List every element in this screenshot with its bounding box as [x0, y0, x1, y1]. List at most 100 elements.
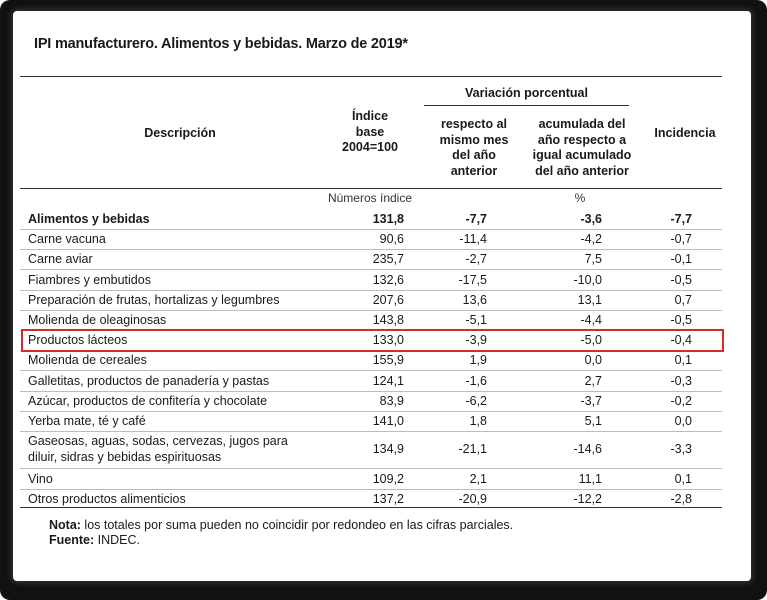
row-variation-cumulative: 11,1: [578, 472, 602, 487]
row-incidence: 0,1: [674, 353, 692, 368]
row-index-value: 131,8: [372, 212, 404, 226]
row-index-value: 143,8: [372, 313, 404, 327]
row-variation-month: -5,1: [465, 313, 487, 327]
row-variation-cumulative: 5,1: [584, 414, 602, 428]
row-variation-cumulative: 2,7: [584, 373, 602, 388]
row-incidence: 0,7: [674, 292, 692, 307]
row-variation-month: -20,9: [458, 492, 488, 507]
row-index-value: 133,0: [372, 333, 404, 348]
header-respecto: respecto al mismo mes del año anterior: [439, 117, 509, 178]
header-acumulada: acumulada del año respecto a igual acumu…: [532, 117, 632, 178]
table-row: Carne vacuna 90,6 -11,4 -4,2 -0,7: [20, 229, 722, 251]
row-variation-month: -11,4: [459, 232, 487, 247]
row-variation-cumulative: -10,0: [573, 272, 603, 287]
row-description: Productos lácteos: [28, 333, 128, 348]
row-variation-month: 13,6: [462, 292, 487, 307]
row-index-value: 134,9: [372, 442, 404, 457]
row-index-value: 90,6: [379, 232, 404, 247]
table-bottom-rule: [20, 507, 722, 508]
row-description: Azúcar, productos de confitería y chocol…: [28, 393, 268, 408]
row-description: Gaseosas, aguas, sodas, cervezas, jugos …: [28, 434, 288, 465]
row-incidence: -0,2: [670, 393, 692, 408]
row-description: Molienda de cereales: [28, 353, 147, 368]
row-description: Vino: [28, 472, 53, 487]
row-incidence: -0,5: [670, 272, 692, 287]
table-row: Gaseosas, aguas, sodas, cervezas, jugos …: [20, 431, 722, 470]
row-index-value: 235,7: [372, 252, 404, 267]
row-variation-month: -2,7: [465, 252, 487, 267]
row-description: Preparación de frutas, hortalizas y legu…: [28, 292, 280, 307]
table-row: Alimentos y bebidas 131,8 -7,7 -3,6 -7,7: [20, 209, 722, 230]
row-incidence: -0,3: [670, 373, 692, 388]
row-incidence: -0,7: [670, 232, 692, 247]
header-descripcion: Descripción: [144, 126, 216, 140]
row-index-value: 109,2: [372, 472, 404, 487]
row-variation-cumulative: -4,2: [580, 232, 602, 247]
row-description: Carne aviar: [28, 252, 93, 267]
table-row: Galletitas, productos de panadería y pas…: [20, 371, 722, 392]
row-incidence: -0,4: [670, 333, 692, 348]
row-variation-month: 1,8: [469, 414, 487, 428]
row-variation-month: -6,2: [465, 393, 487, 408]
row-variation-month: 2,1: [469, 472, 487, 487]
note-line: Nota: los totales por suma pueden no coi…: [49, 518, 514, 532]
row-index-value: 124,1: [372, 373, 404, 388]
row-variation-month: -7,7: [465, 212, 487, 226]
table-top-rule: [20, 76, 722, 77]
table-row: Molienda de oleaginosas 143,8 -5,1 -4,4 -0,5: [20, 310, 722, 331]
table-row: Preparación de frutas, hortalizas y legu…: [20, 290, 722, 311]
row-index-value: 207,6: [372, 292, 404, 307]
source-line: Fuente: INDEC.: [49, 533, 140, 547]
table-row: Otros productos alimenticios 137,2 -20,9 -1…: [20, 489, 722, 509]
header-incidencia: Incidencia: [654, 126, 716, 140]
row-description: Otros productos alimenticios: [28, 492, 186, 507]
row-description: Galletitas, productos de panadería y pas…: [28, 373, 270, 388]
row-description: Yerba mate, té y café: [28, 414, 146, 428]
row-description: Molienda de oleaginosas: [28, 313, 167, 327]
row-index-value: 83,9: [379, 393, 404, 408]
row-variation-cumulative: -5,0: [580, 333, 602, 348]
row-description: Fiambres y embutidos: [28, 272, 151, 287]
row-variation-month: -17,5: [458, 272, 488, 287]
row-variation-cumulative: 13,1: [577, 292, 602, 307]
row-incidence: 0,1: [674, 472, 692, 487]
row-variation-cumulative: -14,6: [573, 442, 603, 457]
row-variation-cumulative: -12,2: [573, 492, 603, 507]
variacion-rule: [424, 105, 629, 106]
row-incidence: -0,5: [670, 313, 692, 327]
row-incidence: -2,8: [670, 492, 692, 507]
unit-numeros-indice: Números índice: [327, 191, 413, 205]
row-variation-month: -3,9: [465, 333, 487, 348]
row-index-value: 137,2: [372, 492, 404, 507]
row-index-value: 155,9: [372, 353, 404, 368]
header-indice: Índice base 2004=100: [342, 109, 398, 154]
row-incidence: -0,1: [670, 252, 692, 267]
table-row: Fiambres y embutidos 132,6 -17,5 -10,0 -0,5: [20, 270, 722, 291]
row-index-value: 141,0: [372, 414, 404, 428]
table-row: Azúcar, productos de confitería y chocol…: [20, 391, 722, 412]
row-variation-cumulative: 0,0: [584, 353, 602, 368]
row-index-value: 132,6: [372, 272, 404, 287]
row-variation-month: -1,6: [465, 373, 487, 388]
row-incidence: -3,3: [670, 442, 692, 457]
table-row: Vino 109,2 2,1 11,1 0,1: [20, 469, 722, 491]
document-page: [13, 11, 751, 581]
row-variation-cumulative: -3,7: [580, 393, 602, 408]
row-incidence: -7,7: [670, 212, 692, 226]
table-row: Molienda de cereales 155,9 1,9 0,0 0,1: [20, 350, 722, 372]
unit-percent: %: [574, 191, 586, 205]
row-incidence: 0,0: [674, 414, 692, 428]
row-variation-cumulative: -4,4: [580, 313, 602, 327]
row-variation-month: -21,1: [458, 442, 488, 457]
highlight-box: [21, 329, 724, 352]
table-row: Yerba mate, té y café 141,0 1,8 5,1 0,0: [20, 411, 722, 432]
header-variacion: Variación porcentual: [465, 86, 588, 100]
row-description: Carne vacuna: [28, 232, 106, 247]
row-description: Alimentos y bebidas: [28, 212, 150, 226]
table-title: IPI manufacturero. Alimentos y bebidas. …: [34, 36, 408, 52]
header-bottom-rule: [20, 188, 722, 189]
table-row: Carne aviar 235,7 -2,7 7,5 -0,1: [20, 249, 722, 271]
row-variation-cumulative: -3,6: [580, 212, 602, 226]
row-variation-month: 1,9: [469, 353, 487, 368]
row-variation-cumulative: 7,5: [584, 252, 602, 267]
